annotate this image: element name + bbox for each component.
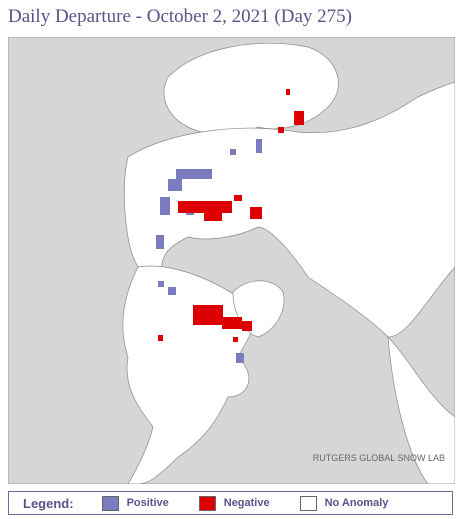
credit: RUTGERS GLOBAL SNOW LAB [313,453,445,463]
positive-anomaly [156,139,262,363]
legend-swatch [299,495,317,511]
legend-swatch [101,495,119,511]
legend-item: No Anomaly [299,495,389,511]
legend-item: Positive [101,495,169,511]
legend: Legend: Positive Negative No Anomaly [8,491,453,515]
legend-swatch [198,495,216,511]
legend-item: Negative [198,495,270,511]
legend-label: Legend: [23,495,74,511]
negative-anomaly [158,89,304,342]
legend-text: Positive [126,497,169,509]
legend-text: Negative [223,497,270,509]
title: Daily Departure - October 2, 2021 (Day 2… [8,6,352,27]
map: RUTGERS GLOBAL SNOW LAB [8,37,455,484]
legend-text: No Anomaly [324,497,389,509]
